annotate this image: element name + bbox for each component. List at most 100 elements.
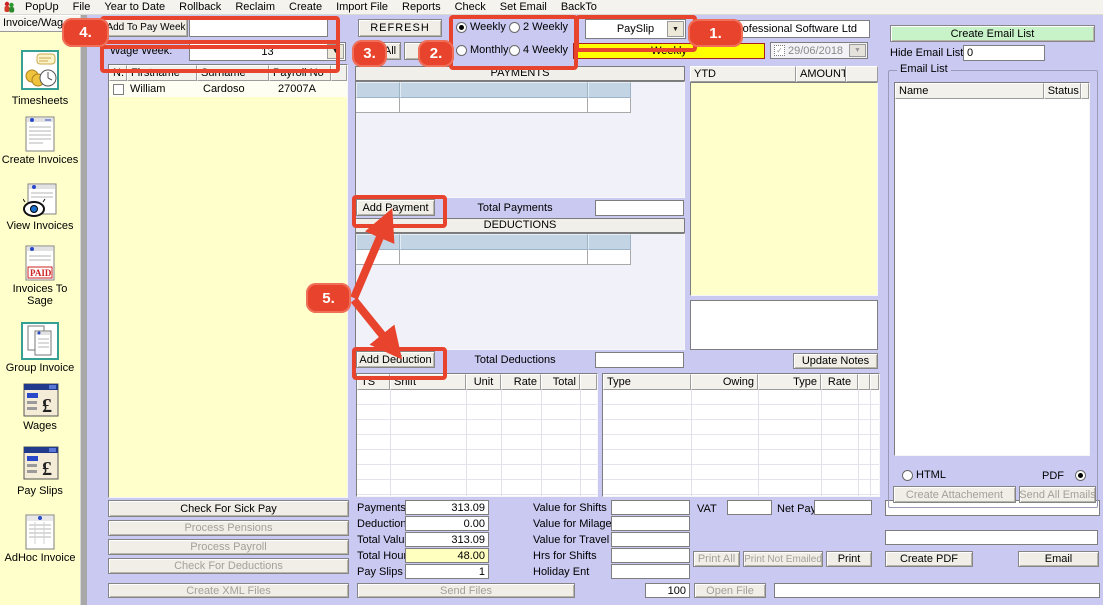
ytd-col[interactable]: YTD (690, 66, 796, 82)
sidebar-item-create-invoices[interactable]: Create Invoices (0, 116, 80, 178)
update-notes-button[interactable]: Update Notes (793, 353, 878, 369)
menu-popup[interactable]: PopUp (25, 0, 59, 13)
total-value-field[interactable]: 313.09 (405, 532, 489, 547)
status-field-2[interactable] (885, 530, 1098, 545)
open-file-button[interactable]: Open File (694, 583, 766, 598)
menu-backto[interactable]: BackTo (560, 0, 597, 13)
email-col-name[interactable]: Name (895, 83, 1044, 99)
menu-check[interactable]: Check (454, 0, 486, 13)
employee-col-n[interactable]: N. (109, 65, 127, 81)
create-xml-files-button[interactable]: Create XML Files (108, 583, 349, 598)
process-pensions-button[interactable]: Process Pensions (108, 520, 349, 536)
payslip-dropdown[interactable]: PaySlip ▼ (585, 19, 686, 39)
deductions-summary-field[interactable]: 0.00 (405, 516, 489, 531)
deductions-grid[interactable] (355, 233, 685, 350)
menu-reports[interactable]: Reports (402, 0, 441, 13)
chevron-down-icon[interactable]: ▼ (327, 44, 344, 59)
payments-grid[interactable] (355, 81, 685, 198)
pay-slips-count-field[interactable]: 1 (405, 564, 489, 579)
holiday-ent-field[interactable] (611, 564, 690, 579)
wage-week-dropdown[interactable]: 13 ▼ (189, 42, 346, 61)
radio-monthly-icon[interactable] (456, 44, 467, 56)
process-payroll-button[interactable]: Process Payroll (108, 539, 349, 555)
count-field[interactable]: 100 (645, 583, 690, 598)
menu-set-email[interactable]: Set Email (499, 0, 547, 13)
refresh-button[interactable]: REFRESH (358, 19, 442, 37)
owing-grid[interactable]: Type Owing Type Rate (602, 373, 880, 497)
print-all-button[interactable]: Print All (693, 551, 740, 567)
date-checkbox[interactable]: ✓ (774, 45, 785, 56)
value-for-travel-field[interactable] (611, 532, 690, 547)
radio-4-weekly[interactable]: 4 Weekly (509, 44, 568, 56)
tab-invoice-wages[interactable]: Invoice/Wag (0, 15, 82, 32)
radio-monthly[interactable]: Monthly (456, 44, 509, 56)
email-button[interactable]: Email (1018, 551, 1099, 567)
sidebar-item-pay-slips[interactable]: £ Pay Slips (0, 446, 80, 500)
email-col-status[interactable]: Status (1043, 83, 1081, 99)
shift-col-ts[interactable]: TS (357, 374, 390, 390)
add-deduction-button[interactable]: Add Deduction (356, 351, 435, 368)
menu-year-to-date[interactable]: Year to Date (104, 0, 166, 13)
radio-pdf-icon[interactable] (1075, 470, 1086, 481)
total-deductions-field[interactable] (595, 352, 684, 368)
owing-col-rate[interactable]: Rate (821, 374, 858, 390)
add-to-pay-week-button[interactable]: Add To Pay Week (104, 18, 188, 37)
open-file-path-field[interactable] (774, 583, 1100, 598)
create-pdf-button[interactable]: Create PDF (885, 551, 973, 567)
chevron-down-icon[interactable]: ▼ (849, 44, 866, 57)
employee-row-checkbox[interactable] (112, 83, 124, 95)
owing-col-owing[interactable]: Owing (691, 374, 758, 390)
shift-grid[interactable]: TS Shift Unit Rate Total (356, 373, 598, 497)
chevron-down-icon[interactable]: ▼ (667, 21, 684, 37)
hide-email-list-field[interactable]: 0 (963, 45, 1045, 61)
value-for-shifts-field[interactable] (611, 500, 690, 515)
send-all-emails-button[interactable]: Send All Emails (1019, 486, 1096, 503)
owing-col-type2[interactable]: Type (758, 374, 821, 390)
create-email-list-button[interactable]: Create Email List (890, 25, 1095, 42)
menu-create[interactable]: Create (289, 0, 323, 13)
add-payment-button[interactable]: Add Payment (356, 199, 435, 216)
menu-rollback[interactable]: Rollback (179, 0, 222, 13)
owing-col-type1[interactable]: Type (603, 374, 691, 390)
employee-col-surname[interactable]: Surname (197, 65, 269, 81)
create-attachement-button[interactable]: Create Attachement (893, 486, 1016, 503)
check-for-deductions-button[interactable]: Check For Deductions (108, 558, 349, 574)
employee-col-payrollno[interactable]: Payroll No (269, 65, 331, 81)
splitter-handle[interactable] (80, 15, 87, 605)
date-picker[interactable]: ✓ 29/06/2018 ▼ (770, 42, 868, 59)
notes-field[interactable] (690, 300, 878, 350)
shift-col-rate[interactable]: Rate (501, 374, 541, 390)
sidebar-item-group-invoice[interactable]: Group Invoice (0, 322, 80, 374)
payments-summary-field[interactable]: 313.09 (405, 500, 489, 515)
radio-2-weekly[interactable]: 2 Weekly (509, 21, 568, 33)
print-button[interactable]: Print (826, 551, 872, 567)
amount-col[interactable]: AMOUNT (796, 66, 846, 82)
check-for-sick-pay-button[interactable]: Check For Sick Pay (108, 500, 349, 517)
radio-html-icon[interactable] (902, 469, 913, 481)
radio-2-weekly-icon[interactable] (509, 21, 520, 33)
email-list[interactable]: Name Status (894, 82, 1090, 456)
send-files-button[interactable]: Send Files (357, 583, 575, 598)
vat-field[interactable] (727, 500, 772, 515)
menu-import-file[interactable]: Import File (336, 0, 389, 13)
radio-html[interactable]: HTML (902, 469, 946, 481)
shift-col-unit[interactable]: Unit (466, 374, 501, 390)
sidebar-item-view-invoices[interactable]: View Invoices (0, 183, 80, 233)
total-payments-field[interactable] (595, 200, 684, 216)
table-row[interactable]: William Cardoso 27007A (109, 81, 347, 97)
total-hours-field[interactable]: 48.00 (405, 548, 489, 563)
ytd-list[interactable] (690, 82, 878, 296)
hrs-for-shifts-field[interactable] (611, 548, 690, 563)
radio-weekly-icon[interactable] (456, 21, 467, 33)
print-not-emailed-button[interactable]: Print Not Emailed (743, 551, 823, 567)
sidebar-item-invoices-to-sage[interactable]: PAID Invoices To Sage (0, 245, 80, 309)
sidebar-item-adhoc-invoice[interactable]: AdHoc Invoice (0, 514, 80, 566)
add-to-pay-week-input[interactable] (189, 18, 328, 37)
value-for-milage-field[interactable] (611, 516, 690, 531)
menu-reclaim[interactable]: Reclaim (235, 0, 276, 13)
employee-col-firstname[interactable]: Firstname (127, 65, 197, 81)
shift-col-shift[interactable]: Shift (390, 374, 466, 390)
sidebar-item-wages[interactable]: £ Wages (0, 383, 80, 435)
sidebar-item-timesheets[interactable]: Timesheets (0, 50, 80, 108)
menu-file[interactable]: File (72, 0, 91, 13)
